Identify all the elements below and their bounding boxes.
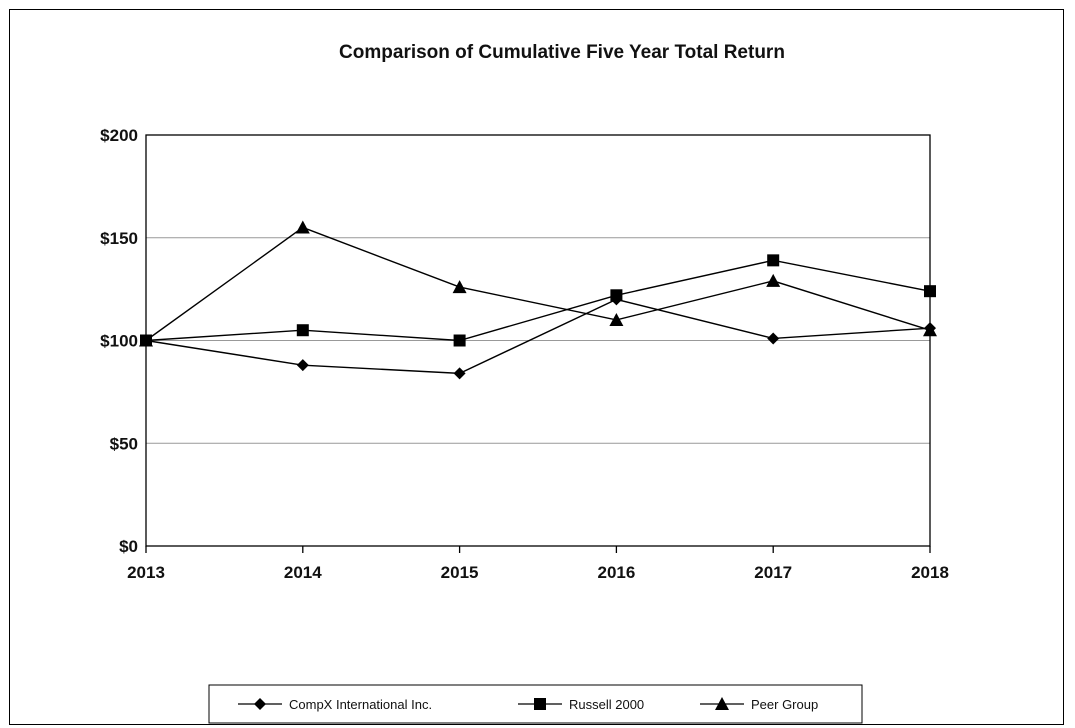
x-tick-label: 2015 [441, 563, 479, 582]
data-point [767, 254, 780, 267]
x-tick-label: 2016 [597, 563, 635, 582]
data-point [453, 367, 466, 380]
y-tick-label: $100 [100, 332, 138, 351]
data-point [452, 280, 467, 294]
chart-title: Comparison of Cumulative Five Year Total… [339, 42, 785, 63]
legend-marker [534, 698, 546, 710]
data-point [139, 333, 153, 347]
data-point [610, 289, 623, 302]
data-point [767, 332, 780, 345]
legend-marker [254, 698, 266, 710]
x-axis-ticks: 2013 2014 2015 2016 2017 2018 [127, 546, 949, 582]
y-axis-ticks: $0 $50 $100 $150 $200 [100, 126, 138, 556]
data-point [609, 312, 624, 326]
legend-label: Russell 2000 [569, 697, 644, 712]
data-point [296, 359, 309, 372]
legend-label: Peer Group [751, 697, 818, 712]
series-line [145, 298, 931, 375]
data-point [924, 285, 936, 298]
series-line [145, 259, 931, 342]
data-point [453, 334, 466, 347]
x-tick-label: 2013 [127, 563, 165, 582]
y-tick-label: $150 [100, 229, 138, 248]
legend-label: CompX International Inc. [289, 697, 432, 712]
x-tick-label: 2014 [284, 563, 322, 582]
y-tick-label: $50 [110, 434, 138, 453]
legend-item: Russell 2000 [518, 697, 644, 712]
x-tick-label: 2018 [911, 563, 949, 582]
x-tick-label: 2017 [754, 563, 792, 582]
series-1 [140, 254, 936, 347]
data-point [923, 323, 937, 337]
y-tick-label: $200 [100, 126, 138, 145]
y-tick-label: $0 [119, 537, 138, 556]
legend-item: CompX International Inc. [238, 697, 432, 712]
series-line [145, 226, 931, 342]
data-point [295, 220, 310, 234]
legend-item: Peer Group [700, 697, 818, 712]
data-point [766, 273, 781, 287]
series-2 [139, 220, 937, 347]
legend: CompX International Inc. Russell 2000 Peer… [208, 684, 863, 724]
data-point [296, 324, 309, 337]
grid-lines [146, 237, 930, 444]
series-0 [140, 293, 936, 380]
legend-marker [715, 697, 729, 710]
chart-frame [9, 9, 1064, 725]
series-lines [139, 220, 937, 380]
